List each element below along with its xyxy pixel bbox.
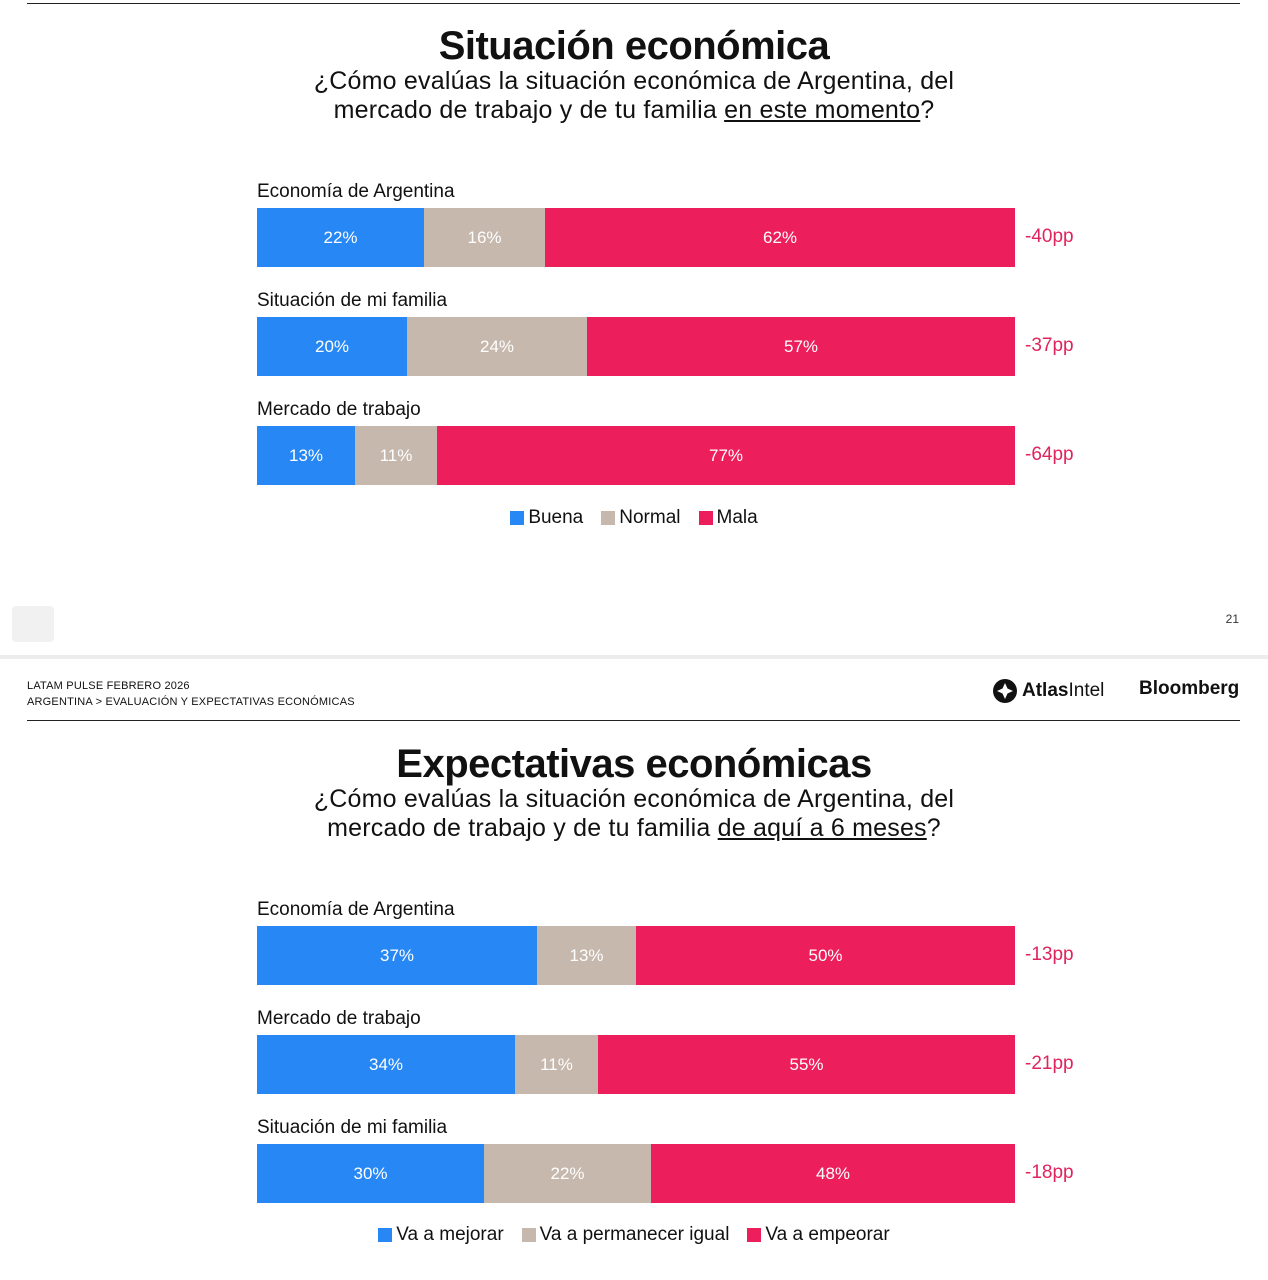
- slide-header: LATAM PULSE FEBRERO 2026 ARGENTINA > EVA…: [27, 678, 355, 710]
- bar-segment: 13%: [537, 926, 636, 985]
- chart1-subtitle-line1: ¿Cómo evalúas la situación económica de …: [313, 67, 955, 95]
- legend-label: Buena: [528, 507, 584, 528]
- chart2-legend: Va a mejorar Va a permanecer igual Va a em…: [0, 1224, 1268, 1246]
- net-difference-label: -64pp: [1025, 444, 1074, 465]
- row-label: Situación de mi familia: [257, 1117, 448, 1138]
- chart1-subtitle-line2-pre: mercado de trabajo y de tu familia: [333, 96, 725, 124]
- bar-segment: 37%: [257, 926, 537, 985]
- legend-swatch: [601, 511, 616, 525]
- row-label: Economía de Argentina: [257, 181, 455, 202]
- legend-label: Normal: [619, 507, 681, 528]
- net-difference-label: -13pp: [1025, 944, 1074, 965]
- bar-segment: 16%: [424, 208, 545, 267]
- chart2-title: Expectativas económicas: [396, 742, 872, 786]
- legend-label: Va a mejorar: [396, 1224, 504, 1245]
- stacked-bar: 30% 22% 48%: [257, 1144, 1015, 1203]
- chart2-subtitle-line2-pre: mercado de trabajo y de tu familia: [327, 814, 718, 842]
- top-rule: [27, 3, 1240, 4]
- net-difference-label: -18pp: [1025, 1162, 1074, 1183]
- stacked-bar: 13% 11% 77%: [257, 426, 1015, 485]
- legend-item: Va a mejorar: [378, 1224, 504, 1246]
- chart2-subtitle-post: ?: [926, 814, 941, 842]
- legend-swatch: [698, 511, 713, 525]
- net-difference-label: -37pp: [1025, 335, 1074, 356]
- net-difference-label: -21pp: [1025, 1053, 1074, 1074]
- atlasintel-bold: Atlas: [1022, 680, 1069, 701]
- row-label: Mercado de trabajo: [257, 1008, 421, 1029]
- bar-segment: 34%: [257, 1035, 515, 1094]
- stacked-bar: 34% 11% 55%: [257, 1035, 1015, 1094]
- page-separator: [0, 655, 1268, 659]
- bar-segment: 57%: [587, 317, 1015, 376]
- net-difference-label: -40pp: [1025, 226, 1074, 247]
- legend-item: Va a permanecer igual: [521, 1224, 730, 1246]
- bar-segment: 55%: [598, 1035, 1015, 1094]
- bar-segment: 22%: [484, 1144, 651, 1203]
- bar-segment: 62%: [545, 208, 1015, 267]
- legend-label: Va a empeorar: [765, 1224, 890, 1245]
- page-number: 21: [1225, 612, 1239, 626]
- bar-segment: 11%: [515, 1035, 598, 1094]
- legend-item: Normal: [601, 507, 681, 529]
- bar-segment: 24%: [407, 317, 587, 376]
- bar-segment: 30%: [257, 1144, 484, 1203]
- chart1-subtitle-line2: mercado de trabajo y de tu familia en es…: [0, 96, 1268, 125]
- atlasintel-mark-icon: [993, 679, 1017, 703]
- legend-swatch: [510, 511, 525, 525]
- legend-swatch: [521, 1228, 536, 1242]
- legend-item: Va a empeorar: [747, 1224, 890, 1246]
- report-name: LATAM PULSE FEBRERO 2026: [27, 680, 190, 692]
- bar-segment: 11%: [355, 426, 437, 485]
- chart2-subtitle-underlined: de aquí a 6 meses: [717, 814, 927, 842]
- bar-segment: 22%: [257, 208, 424, 267]
- page-thumbnail-button[interactable]: [12, 606, 54, 642]
- row-label: Situación de mi familia: [257, 290, 448, 311]
- bar-segment: 20%: [257, 317, 407, 376]
- chart2-subtitle-line1: ¿Cómo evalúas la situación económica de …: [313, 785, 955, 813]
- legend-swatch: [747, 1228, 762, 1242]
- legend-swatch: [378, 1228, 393, 1242]
- stacked-bar: 20% 24% 57%: [257, 317, 1015, 376]
- chart1-subtitle-underlined: en este momento: [724, 96, 921, 124]
- stacked-bar: 37% 13% 50%: [257, 926, 1015, 985]
- legend-item: Mala: [698, 507, 758, 529]
- legend-item: Buena: [510, 507, 583, 529]
- chart2-subtitle: ¿Cómo evalúas la situación económica de …: [0, 785, 1268, 843]
- bar-segment: 13%: [257, 426, 355, 485]
- stacked-bar: 22% 16% 62%: [257, 208, 1015, 267]
- chart1-subtitle-post: ?: [920, 96, 935, 124]
- chart2-subtitle-line2: mercado de trabajo y de tu familia de aq…: [0, 814, 1268, 843]
- bar-segment: 50%: [636, 926, 1015, 985]
- bar-segment: 48%: [651, 1144, 1015, 1203]
- row-label: Mercado de trabajo: [257, 399, 421, 420]
- breadcrumb: ARGENTINA > EVALUACIÓN Y EXPECTATIVAS EC…: [27, 696, 355, 708]
- atlasintel-light: Intel: [1068, 680, 1105, 701]
- bar-segment: 77%: [437, 426, 1015, 485]
- header-rule: [27, 720, 1240, 721]
- atlasintel-logo: Atlas Intel: [992, 678, 1104, 704]
- legend-label: Mala: [716, 507, 758, 528]
- legend-label: Va a permanecer igual: [539, 1224, 730, 1245]
- row-label: Economía de Argentina: [257, 899, 455, 920]
- chart1-legend: Buena Normal Mala: [0, 507, 1268, 529]
- chart1-subtitle: ¿Cómo evalúas la situación económica de …: [0, 67, 1268, 125]
- chart1-title: Situación económica: [438, 24, 830, 68]
- bloomberg-logo: Bloomberg: [1139, 678, 1240, 699]
